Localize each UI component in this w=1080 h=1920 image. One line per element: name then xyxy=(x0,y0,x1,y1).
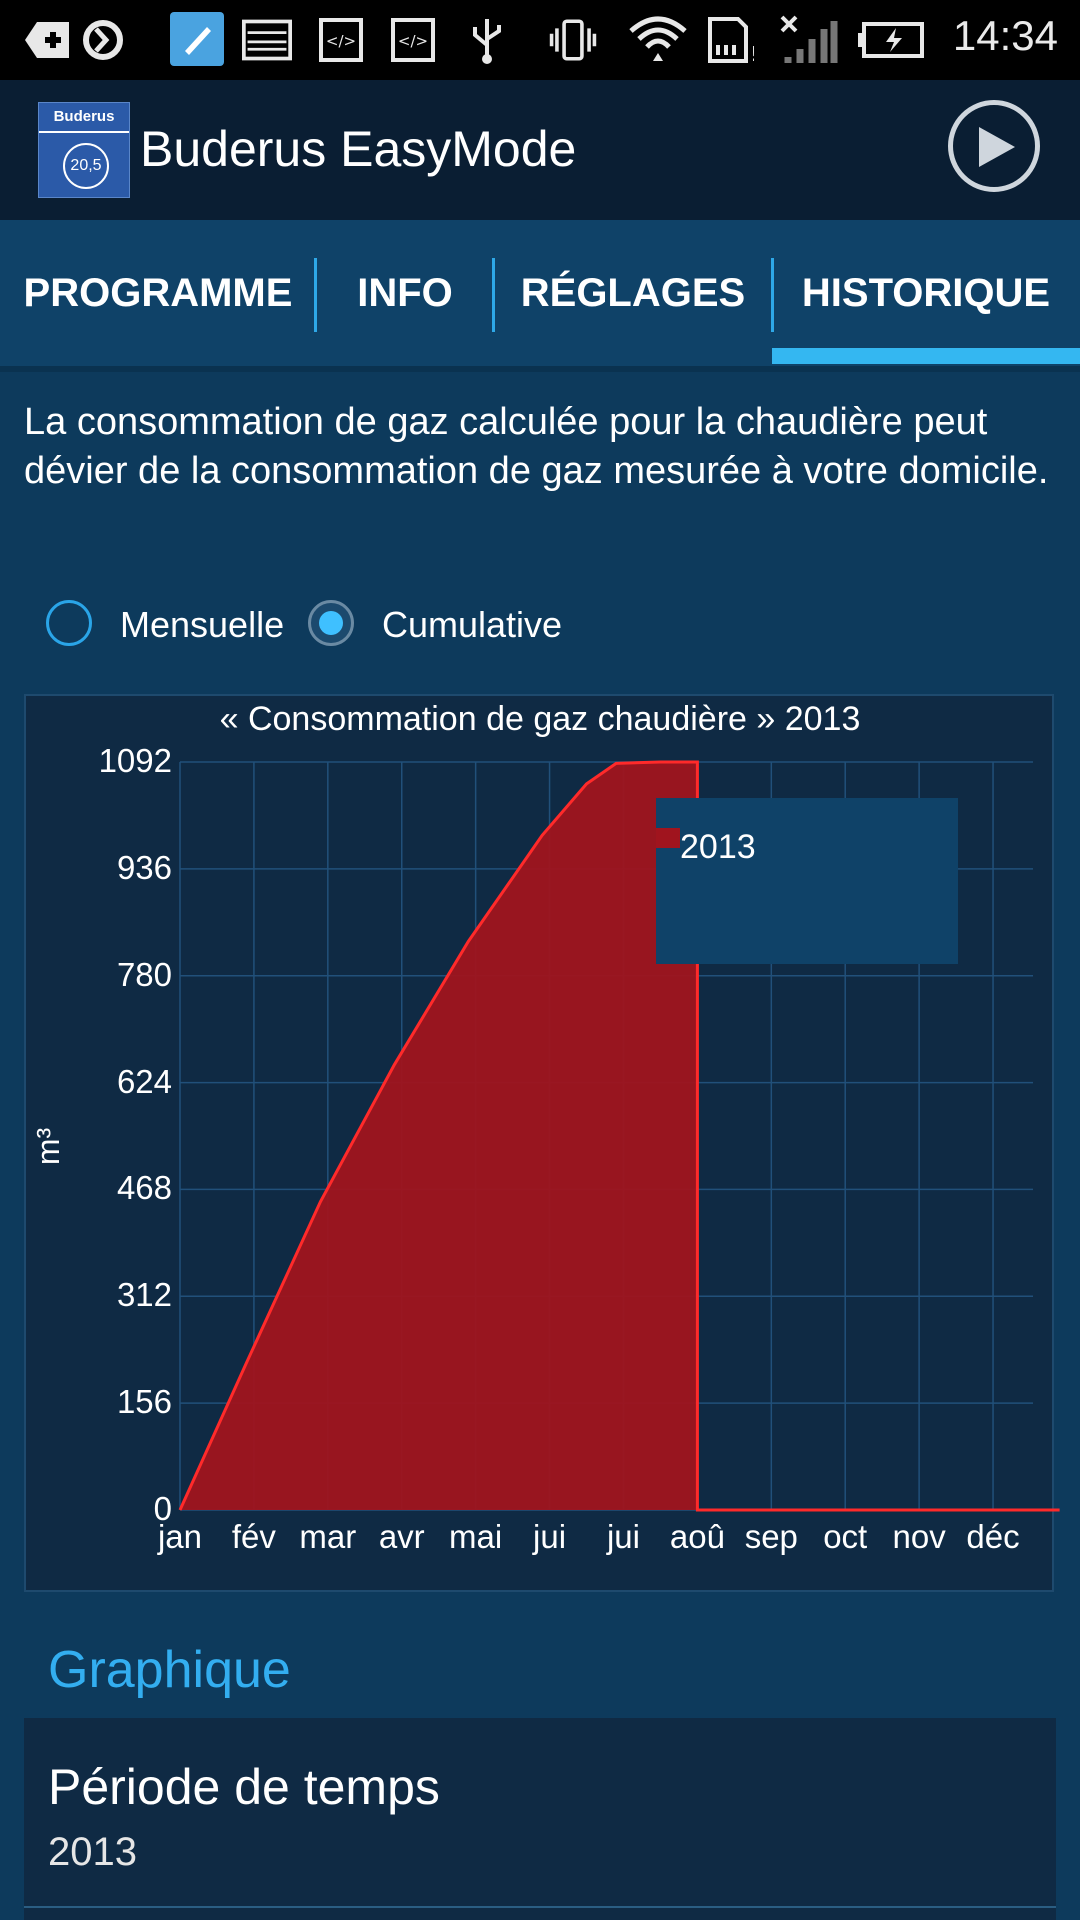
time-period-setting[interactable] xyxy=(24,1718,1056,1920)
play-icon xyxy=(979,127,1015,167)
y-axis-label: m³ xyxy=(30,1127,67,1166)
app-bar: Buderus 20,5 Buderus EasyMode xyxy=(0,80,1080,220)
x-tick-label: jan xyxy=(157,1518,203,1555)
battery-charging-icon xyxy=(856,14,926,66)
y-tick-label: 312 xyxy=(116,1276,172,1314)
legend-swatch xyxy=(656,828,680,848)
vibrate-icon xyxy=(548,14,598,66)
x-tick-label: sep xyxy=(744,1518,798,1555)
sync-icon xyxy=(78,14,128,66)
screenshot-icon xyxy=(242,14,292,66)
y-tick-label: 780 xyxy=(116,955,172,993)
brush-app-icon xyxy=(170,12,224,66)
chart-legend xyxy=(656,798,958,964)
sd-card-icon: ! xyxy=(704,14,754,66)
svg-text:</>: </> xyxy=(326,32,356,50)
x-tick-label: avr xyxy=(378,1518,425,1555)
x-tick-label: jui xyxy=(606,1518,640,1555)
svg-text:!: ! xyxy=(750,42,754,65)
tab-selected-indicator xyxy=(772,348,1080,364)
svg-text:</>: </> xyxy=(398,32,428,50)
y-tick-label: 936 xyxy=(116,848,172,886)
y-tick-label: 1092 xyxy=(98,742,172,779)
add-box-icon xyxy=(22,14,72,66)
time-period-value[interactable]: 2013 xyxy=(48,1830,137,1874)
usb-icon xyxy=(462,14,512,66)
tab-bar: PROGRAMME INFO RÉGLAGES HISTORIQUE xyxy=(0,220,1080,372)
x-tick-label: oct xyxy=(823,1518,868,1555)
radio-cumulative-label[interactable]: Cumulative xyxy=(382,604,563,645)
y-tick-label: 156 xyxy=(116,1383,172,1421)
radio-mensuelle-label[interactable]: Mensuelle xyxy=(120,604,285,645)
play-button[interactable] xyxy=(948,100,1040,192)
status-bar: </> </> ! 14:34 xyxy=(0,0,1080,80)
app-title: Buderus EasyMode xyxy=(140,121,577,177)
divider xyxy=(24,1906,1056,1908)
y-tick-label: 468 xyxy=(116,1169,172,1207)
x-tick-label: fév xyxy=(231,1518,276,1555)
logo-brand: Buderus xyxy=(39,103,129,133)
consumption-disclaimer: La consommation de gaz calculée pour la … xyxy=(24,401,1049,492)
legend-label: 2013 xyxy=(680,828,756,866)
chart-title: « Consommation de gaz chaudière » 2013 xyxy=(219,700,861,738)
radio-mensuelle[interactable] xyxy=(46,600,92,646)
app-logo: Buderus 20,5 xyxy=(38,102,130,198)
tab-divider xyxy=(492,258,495,332)
x-tick-label: déc xyxy=(966,1518,1020,1555)
time-period-label[interactable]: Période de temps xyxy=(48,1759,440,1815)
no-signal-icon xyxy=(778,14,838,66)
tab-divider xyxy=(771,258,774,332)
x-tick-label: nov xyxy=(892,1518,946,1555)
x-tick-label: mar xyxy=(299,1518,357,1555)
tab-programme[interactable]: PROGRAMME xyxy=(23,270,293,315)
code-icon: </> xyxy=(316,14,366,66)
section-title-graphique: Graphique xyxy=(48,1641,291,1699)
logo-badge: 20,5 xyxy=(63,143,109,189)
tab-divider xyxy=(314,258,317,332)
x-tick-label: aoû xyxy=(669,1518,725,1555)
y-tick-label: 624 xyxy=(116,1062,172,1100)
y-tick-label: 0 xyxy=(153,1490,172,1527)
tab-reglages[interactable]: RÉGLAGES xyxy=(520,270,746,315)
x-tick-label: jui xyxy=(533,1518,567,1555)
code-icon: </> xyxy=(388,14,438,66)
x-tick-label: mai xyxy=(449,1518,503,1555)
clock: 14:34 xyxy=(952,12,1058,59)
wifi-icon xyxy=(626,14,690,66)
tab-historique[interactable]: HISTORIQUE xyxy=(801,270,1051,315)
tab-info[interactable]: INFO xyxy=(357,270,453,315)
radio-cumulative[interactable] xyxy=(308,600,354,646)
